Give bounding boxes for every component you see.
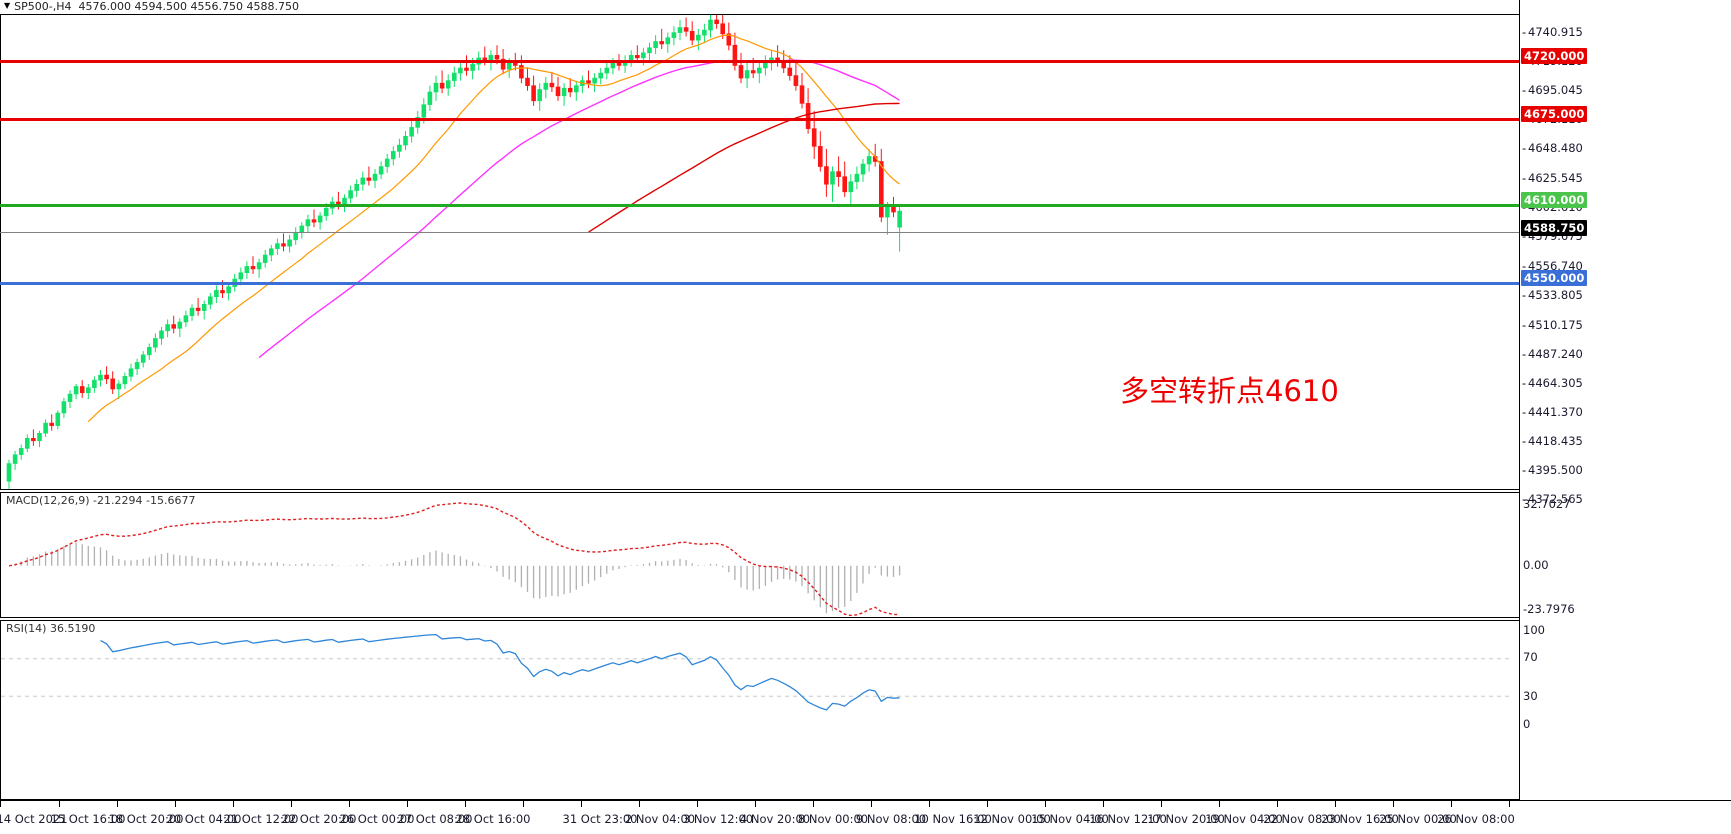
price-tick: -4464.305 bbox=[1522, 376, 1583, 390]
time-label: 28 Oct 16:00 bbox=[455, 812, 531, 826]
time-separator bbox=[987, 801, 988, 807]
rsi-tick: 30 bbox=[1523, 689, 1538, 703]
time-separator bbox=[1103, 801, 1104, 807]
ohlc-values: 4576.000 4594.500 4556.750 4588.750 bbox=[78, 0, 299, 13]
rsi-tick: 0 bbox=[1523, 717, 1531, 731]
time-separator bbox=[407, 801, 408, 807]
chart-collapse-caret[interactable]: ▼ bbox=[4, 1, 11, 10]
time-label: 22 Oct 20:00 bbox=[281, 812, 357, 826]
time-separator bbox=[233, 801, 234, 807]
time-separator bbox=[871, 801, 872, 807]
time-separator bbox=[1393, 801, 1394, 807]
time-separator bbox=[0, 801, 1, 807]
price-pane[interactable] bbox=[0, 14, 1520, 490]
time-label: 27 Oct 08:00 bbox=[397, 812, 473, 826]
time-label: 3 Nov 12:00 bbox=[682, 812, 754, 826]
time-separator bbox=[1335, 801, 1336, 807]
rsi-svg bbox=[1, 633, 1511, 711]
chart-annotation-text: 多空转折点4610 bbox=[1120, 374, 1339, 408]
time-label: 22 Nov 08:00 bbox=[1263, 812, 1341, 826]
time-separator bbox=[639, 801, 640, 807]
time-separator bbox=[465, 801, 466, 807]
time-label: 15 Nov 04:00 bbox=[1031, 812, 1109, 826]
price-tick: -4395.500 bbox=[1522, 463, 1583, 477]
time-label: 9 Nov 08:00 bbox=[855, 812, 927, 826]
macd-indicator-label: MACD(12,26,9) -21.2294 -15.6677 bbox=[4, 494, 198, 507]
macd-svg bbox=[8, 502, 901, 617]
time-label: 20 Oct 04:00 bbox=[166, 812, 242, 826]
time-label: 8 Nov 00:00 bbox=[797, 812, 869, 826]
price-level-tag[interactable]: 4720.000 bbox=[1521, 48, 1588, 64]
macd-tick: -23.7976 bbox=[1523, 602, 1575, 616]
time-label: 12 Nov 00:00 bbox=[973, 812, 1051, 826]
price-tick: -4487.240 bbox=[1522, 347, 1583, 361]
rsi-tick: 70 bbox=[1523, 650, 1538, 664]
time-separator bbox=[523, 801, 524, 807]
price-candles-svg bbox=[6, 15, 902, 489]
price-tick: -4648.480 bbox=[1522, 141, 1583, 155]
chart-header: ▼ SP500-,H4 4576.000 4594.500 4556.750 45… bbox=[0, 0, 1731, 14]
time-label: 31 Oct 23:00 bbox=[562, 812, 638, 826]
time-label: 14 Oct 2021 bbox=[0, 812, 68, 826]
price-level-tag[interactable]: 4675.000 bbox=[1521, 106, 1588, 122]
macd-tick: 0.00 bbox=[1523, 558, 1549, 572]
time-label: 23 Nov 16:00 bbox=[1321, 812, 1399, 826]
price-level-tag[interactable]: 4588.750 bbox=[1521, 220, 1588, 236]
rsi-tick: 100 bbox=[1523, 623, 1545, 637]
time-label: 18 Oct 20:00 bbox=[108, 812, 184, 826]
time-separator bbox=[1451, 801, 1452, 807]
price-tick: -4418.435 bbox=[1522, 434, 1583, 448]
price-tick: -4533.805 bbox=[1522, 288, 1583, 302]
price-tick: -4695.045 bbox=[1522, 83, 1583, 97]
time-separator bbox=[813, 801, 814, 807]
price-level-tag[interactable]: 4550.000 bbox=[1521, 270, 1588, 286]
price-tick: -4625.545 bbox=[1522, 171, 1583, 185]
time-label: 17 Nov 20:00 bbox=[1147, 812, 1225, 826]
level-line-last-price-4588.75[interactable] bbox=[0, 232, 1519, 233]
macd-pane[interactable] bbox=[0, 492, 1520, 618]
time-separator bbox=[1277, 801, 1278, 807]
time-label: 16 Nov 12:00 bbox=[1089, 812, 1167, 826]
time-separator bbox=[291, 801, 292, 807]
price-tick: -4372.565 bbox=[1522, 492, 1583, 506]
time-label: 15 Oct 16:00 bbox=[50, 812, 126, 826]
time-separator bbox=[929, 801, 930, 807]
time-separator bbox=[1509, 801, 1510, 807]
time-label: 26 Nov 08:00 bbox=[1437, 812, 1515, 826]
level-line-support-4550[interactable] bbox=[0, 282, 1519, 285]
symbol-timeframe-label: SP500-,H4 bbox=[14, 0, 72, 13]
price-tick: -4510.175 bbox=[1522, 318, 1583, 332]
time-label: 21 Oct 12:00 bbox=[223, 812, 299, 826]
price-tick: -4556.740 bbox=[1522, 259, 1583, 273]
time-label: 10 Nov 16:00 bbox=[914, 812, 992, 826]
time-separator bbox=[755, 801, 756, 807]
rsi-pane[interactable] bbox=[0, 620, 1520, 800]
time-separator bbox=[697, 801, 698, 807]
price-axis[interactable]: -4740.915-4695.045-4648.480-4625.545-460… bbox=[1519, 0, 1731, 800]
time-label: 25 Nov 00:00 bbox=[1379, 812, 1457, 826]
time-label: 4 Nov 20:00 bbox=[739, 812, 811, 826]
price-tick: -4740.915 bbox=[1522, 25, 1583, 39]
time-separator bbox=[581, 801, 582, 807]
time-separator bbox=[349, 801, 350, 807]
time-separator bbox=[117, 801, 118, 807]
rsi-indicator-label: RSI(14) 36.5190 bbox=[4, 622, 98, 635]
level-line-pivot-4610[interactable] bbox=[0, 204, 1519, 207]
price-level-tag[interactable]: 4610.000 bbox=[1521, 192, 1588, 208]
time-separator bbox=[1045, 801, 1046, 807]
time-separator bbox=[59, 801, 60, 807]
time-label: 19 Nov 04:00 bbox=[1205, 812, 1283, 826]
time-label: 26 Oct 00:00 bbox=[339, 812, 415, 826]
time-label: 2 Nov 04:00 bbox=[624, 812, 696, 826]
level-line-resistance-4720[interactable] bbox=[0, 60, 1519, 63]
price-tick: -4441.370 bbox=[1522, 405, 1583, 419]
time-axis[interactable]: 14 Oct 2021 15 Oct 16:00 18 Oct 20:00 20 Oc… bbox=[0, 800, 1731, 834]
time-separator bbox=[175, 801, 176, 807]
level-line-resistance-4675[interactable] bbox=[0, 118, 1519, 121]
time-separator bbox=[1161, 801, 1162, 807]
macd-tick: 32.7027 bbox=[1523, 497, 1571, 511]
time-separator bbox=[1219, 801, 1220, 807]
